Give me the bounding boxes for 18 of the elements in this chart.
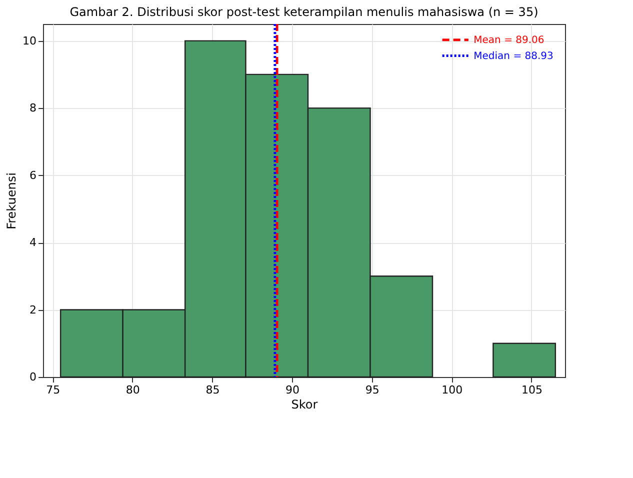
- y-tick-label: 8: [30, 102, 36, 115]
- x-tick-label: 95: [365, 384, 380, 396]
- chart-title: Gambar 2. Distribusi skor post-test keterampilan menulis mahasiswa (n = 35): [70, 4, 538, 19]
- x-tick-label: 75: [46, 384, 60, 396]
- ref-line-label: Mean = 89.06: [474, 34, 544, 46]
- x-tick-label: 105: [521, 384, 542, 396]
- y-tick-label: 6: [30, 168, 36, 182]
- y-tick-label: 2: [30, 303, 36, 316]
- y-axis-title: Frekuensi: [4, 172, 19, 230]
- x-tick-label: 80: [126, 384, 140, 396]
- x-tick-label: 100: [442, 384, 463, 396]
- y-tick-label: 10: [22, 34, 36, 48]
- ref-line-label: Median = 88.93: [474, 50, 554, 62]
- y-tick-label: 4: [30, 236, 36, 250]
- y-tick-label: 0: [30, 370, 36, 384]
- x-tick-label: 85: [206, 384, 220, 396]
- x-tick-label: 90: [286, 384, 300, 396]
- x-axis-title: Skor: [291, 398, 318, 412]
